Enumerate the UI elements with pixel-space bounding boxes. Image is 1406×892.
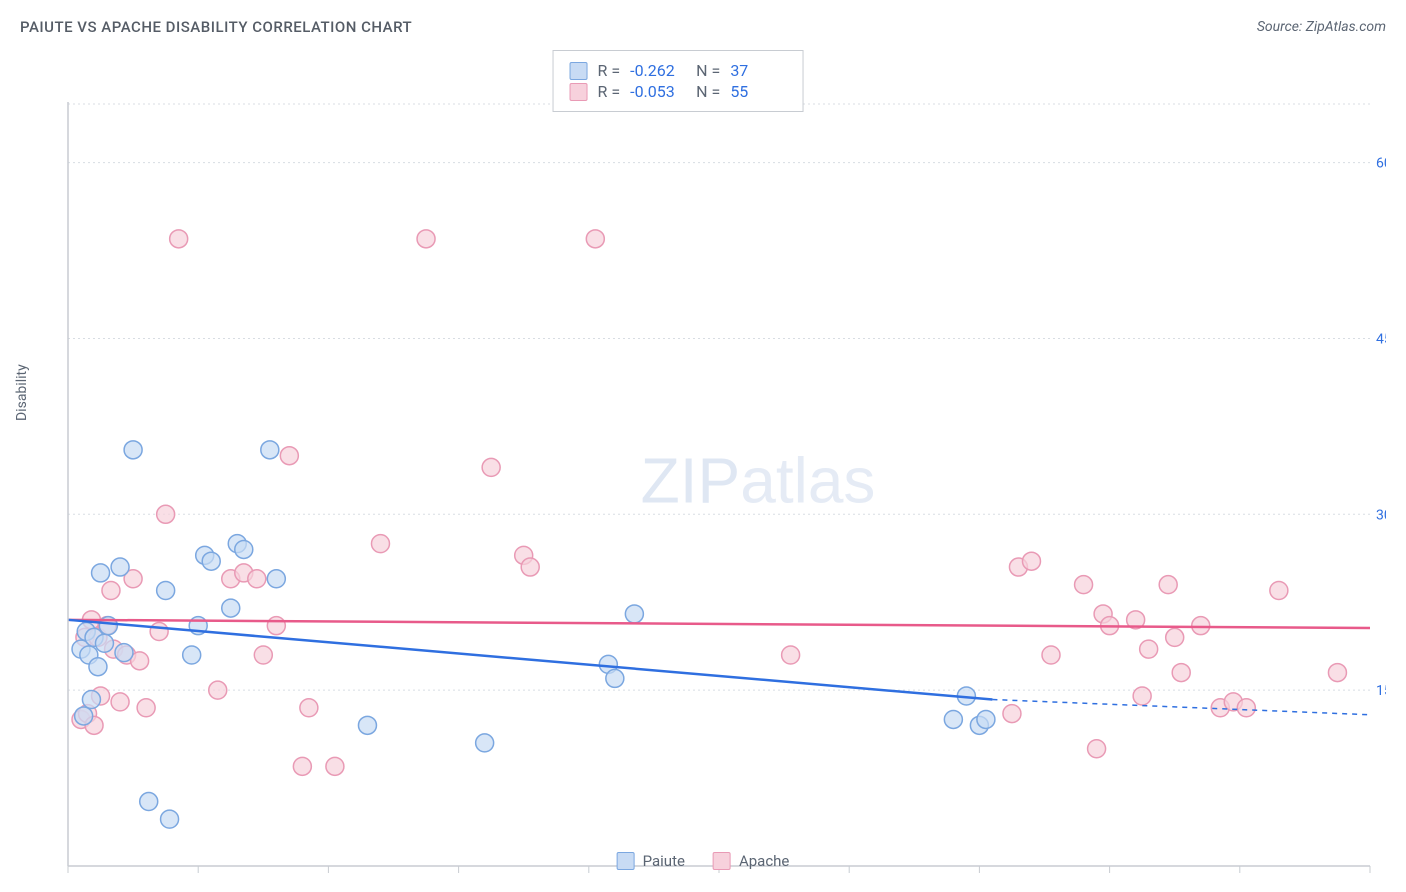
apache-point [1042,646,1060,664]
apache-point [782,646,800,664]
paiute-point [358,716,376,734]
apache-point [1003,705,1021,723]
paiute-point [476,734,494,752]
n-value: 37 [730,61,786,80]
apache-point [521,558,539,576]
paiute-swatch [570,62,588,80]
paiute-point [92,564,110,582]
apache-point [1237,699,1255,717]
paiute-swatch [617,852,635,870]
y-tick-label: 30.0% [1376,507,1386,523]
paiute-point [75,707,93,725]
apache-point [209,681,227,699]
r-label: R = [598,82,621,101]
apache-point [417,230,435,248]
apache-point [482,458,500,476]
source-attribution: Source: ZipAtlas.com [1257,19,1386,35]
apache-point [586,230,604,248]
y-tick-label: 45.0% [1376,331,1386,347]
apache-point [157,505,175,523]
apache-point [1140,640,1158,658]
paiute-point [977,710,995,728]
watermark: ZIPatlas [641,445,876,517]
apache-point [1328,664,1346,682]
paiute-point [140,793,158,811]
legend-label: Paiute [643,852,685,870]
legend-label: Apache [739,852,789,870]
legend-item-apache: Apache [713,852,789,870]
paiute-point [82,691,100,709]
apache-point [300,699,318,717]
apache-point [111,693,129,711]
apache-point [371,535,389,553]
apache-point [254,646,272,664]
paiute-point [157,582,175,600]
paiute-point [115,644,133,662]
n-label: N = [696,82,720,101]
paiute-point [89,658,107,676]
paiute-point [235,540,253,558]
paiute-point [95,634,113,652]
paiute-trend-extrapolated [992,700,1370,715]
stats-row-paiute: R = -0.262 N = 37 [570,61,787,80]
paiute-point [625,605,643,623]
chart-container: Disability ZIPatlas15.0%30.0%45.0%60.0%0… [20,46,1386,876]
apache-point [248,570,266,588]
chart-title: PAIUTE VS APACHE DISABILITY CORRELATION … [20,18,412,36]
y-tick-label: 60.0% [1376,156,1386,172]
legend: Paiute Apache [617,852,790,870]
paiute-trend-line [68,620,992,700]
apache-point [150,623,168,641]
apache-trend-line [68,620,1370,628]
apache-point [137,699,155,717]
apache-point [170,230,188,248]
apache-point [267,617,285,635]
r-value: -0.053 [630,82,686,101]
r-label: R = [598,61,621,80]
apache-point [280,447,298,465]
y-axis-label: Disability [14,364,30,421]
apache-point [102,582,120,600]
apache-point [1166,628,1184,646]
legend-item-paiute: Paiute [617,852,685,870]
paiute-point [183,646,201,664]
apache-point [1172,664,1190,682]
apache-point [1088,740,1106,758]
stats-row-apache: R = -0.053 N = 55 [570,82,787,101]
y-tick-label: 15.0% [1376,683,1386,699]
n-value: 55 [730,82,786,101]
paiute-point [944,710,962,728]
apache-point [1022,552,1040,570]
paiute-point [261,441,279,459]
apache-swatch [713,852,731,870]
apache-swatch [570,83,588,101]
apache-point [1133,687,1151,705]
r-value: -0.262 [630,61,686,80]
scatter-chart: ZIPatlas15.0%30.0%45.0%60.0%0.0%100.0% [20,46,1386,876]
apache-point [1075,576,1093,594]
apache-point [326,757,344,775]
chart-header: PAIUTE VS APACHE DISABILITY CORRELATION … [0,0,1406,46]
paiute-point [202,552,220,570]
apache-point [293,757,311,775]
paiute-point [606,669,624,687]
apache-point [1159,576,1177,594]
n-label: N = [696,61,720,80]
correlation-stats-box: R = -0.262 N = 37 R = -0.053 N = 55 [553,50,804,112]
apache-point [1270,582,1288,600]
paiute-point [222,599,240,617]
paiute-point [161,810,179,828]
paiute-point [111,558,129,576]
paiute-point [267,570,285,588]
paiute-point [124,441,142,459]
